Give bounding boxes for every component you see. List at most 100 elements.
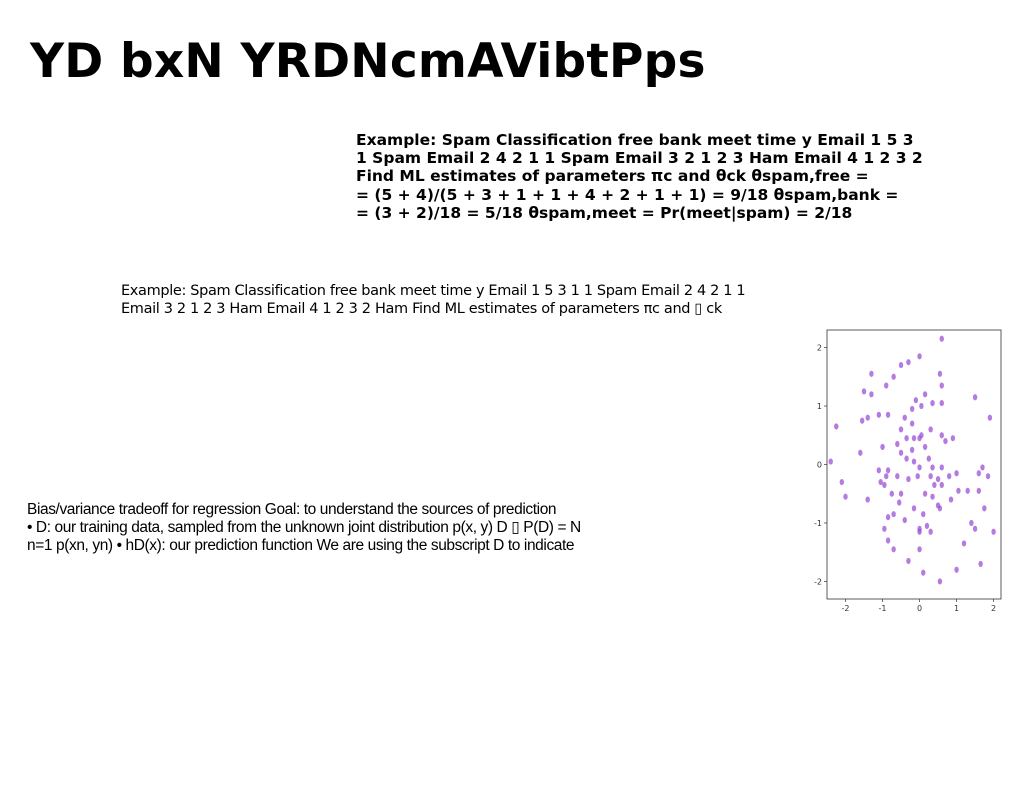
y-tick-label: 0 xyxy=(817,461,822,470)
plain-text-block: Example: Spam Classification free bank m… xyxy=(121,282,746,318)
scatter-point xyxy=(904,435,909,442)
scatter-point xyxy=(991,528,996,535)
scatter-point xyxy=(865,414,870,421)
x-tick-label: -2 xyxy=(842,604,850,613)
scatter-point xyxy=(904,455,909,462)
scatter-point xyxy=(885,411,891,418)
scatter-point xyxy=(939,399,944,407)
scatter-point xyxy=(909,420,915,427)
bold-text-line: = (5 + 4)/(5 + 3 + 1 + 1 + 4 + 2 + 1 + 1… xyxy=(356,185,899,204)
scatter-point xyxy=(869,391,874,398)
scatter-point xyxy=(921,569,926,576)
scatter-point xyxy=(937,505,943,512)
scatter-point xyxy=(885,467,891,474)
scatter-point xyxy=(839,478,845,486)
slide-title: YD bxN YRDNcmAVibtPps xyxy=(30,34,706,89)
scatter-point xyxy=(937,370,943,377)
bias-variance-text-block: Bias/variance tradeoff for regression Go… xyxy=(27,501,581,555)
scatter-point xyxy=(895,473,900,480)
scatter-point xyxy=(939,382,944,389)
scatter-point xyxy=(930,399,935,407)
scatter-point xyxy=(917,435,922,442)
x-tick-label: 2 xyxy=(991,604,996,613)
scatter-point xyxy=(943,438,948,445)
scatter-point xyxy=(906,359,911,366)
scatter-point xyxy=(946,473,952,480)
scatter-point xyxy=(928,528,933,535)
scatter-point xyxy=(898,449,904,456)
scatter-point xyxy=(898,361,904,369)
plain-text-line: Example: Spam Classification free bank m… xyxy=(121,283,746,299)
scatter-point xyxy=(982,505,987,512)
scatter-point xyxy=(926,455,932,462)
scatter-point xyxy=(961,540,967,547)
bold-text-line: Example: Spam Classification free bank m… xyxy=(356,131,914,149)
y-tick-label: 2 xyxy=(817,344,822,353)
scatter-point xyxy=(880,443,885,451)
scatter-point xyxy=(861,388,867,395)
x-tick-label: -1 xyxy=(879,604,887,613)
scatter-point xyxy=(932,481,937,489)
scatter-point xyxy=(922,443,928,451)
scatter-point xyxy=(906,476,911,483)
scatter-point xyxy=(924,522,930,530)
scatter-point xyxy=(884,473,889,480)
scatter-point xyxy=(985,473,991,480)
scatter-point xyxy=(935,476,941,483)
y-tick-label: 1 xyxy=(817,402,822,411)
scatter-point xyxy=(913,397,919,404)
scatter-point xyxy=(834,423,839,430)
scatter-point xyxy=(948,496,954,503)
scatter-point xyxy=(889,490,894,497)
x-tick-label: 0 xyxy=(917,604,922,613)
scatter-point xyxy=(930,464,935,471)
y-tick-label: -1 xyxy=(814,519,822,528)
scatter-point xyxy=(858,449,863,456)
scatter-point xyxy=(939,481,944,489)
scatter-point xyxy=(906,557,911,565)
scatter-point xyxy=(939,335,944,342)
scatter-point xyxy=(987,414,993,421)
scatter-point xyxy=(954,566,959,573)
scatter-point xyxy=(972,525,978,532)
bold-text-line: Find ML estimates of parameters πc and θ… xyxy=(356,167,869,186)
scatter-plot-svg: -2 -1 0 1 2 2 1 0 -1 -2 xyxy=(814,329,1002,613)
scatter-point xyxy=(928,473,933,480)
bold-text-block: Example: Spam Classification free bank m… xyxy=(356,131,946,222)
scatter-point xyxy=(980,464,985,471)
scatter-point xyxy=(922,490,928,497)
scatter-point xyxy=(891,373,896,380)
scatter-point xyxy=(902,516,907,524)
scatter-point xyxy=(939,432,944,439)
scatter-point xyxy=(891,511,896,518)
scatter-point xyxy=(976,487,981,494)
plain-text-line: Email 3 2 1 2 3 Ham Email 4 1 2 3 2 Ham … xyxy=(121,301,722,317)
bold-text-line: 1 Spam Email 2 4 2 1 1 Spam Email 3 2 1 … xyxy=(356,149,923,168)
scatter-point xyxy=(865,496,870,503)
scatter-point xyxy=(882,481,887,489)
scatter-point xyxy=(969,519,974,527)
scatter-point xyxy=(869,370,874,377)
scatter-point xyxy=(884,382,889,389)
scatter-point xyxy=(878,478,883,486)
scatter-point xyxy=(843,493,848,500)
scatter-point xyxy=(972,394,978,401)
scatter-point xyxy=(917,464,922,471)
scatter-point xyxy=(885,514,891,521)
scatter-point xyxy=(919,402,924,410)
scatter-point xyxy=(939,464,944,471)
scatter-point xyxy=(965,487,970,494)
scatter-point xyxy=(898,426,904,433)
scatter-point xyxy=(828,458,833,465)
scatter-point xyxy=(876,411,882,418)
scatter-point xyxy=(895,440,900,448)
scatter-point xyxy=(921,511,926,518)
y-tick-label: -2 xyxy=(814,577,822,586)
scatter-point xyxy=(885,537,891,544)
bold-text-line: = (3 + 2)/18 = 5/18 θspam,meet = Pr(meet… xyxy=(356,203,853,222)
scatter-point xyxy=(882,525,887,532)
scatter-point xyxy=(917,546,922,553)
scatter-point xyxy=(922,391,928,398)
scatter-point xyxy=(976,470,981,477)
scatter-point xyxy=(950,435,956,442)
